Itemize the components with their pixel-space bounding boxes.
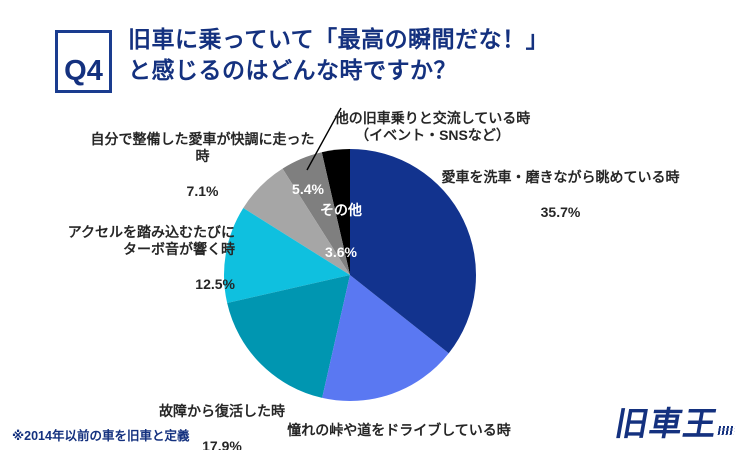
page-title: 旧車に乗っていて「最高の瞬間だな！」 と感じるのはどんな時ですか？ bbox=[128, 26, 550, 83]
slice-value: 7.1% bbox=[186, 183, 219, 199]
pie-slice-3 bbox=[224, 208, 350, 304]
slice-label-washing: 愛車を洗車・磨きながら眺めている時 35.7% bbox=[438, 151, 683, 239]
pie-slice-4 bbox=[243, 168, 350, 275]
slice-value: 17.9% bbox=[202, 437, 242, 450]
definition-footnote: ※2014年以前の車を旧車と定義 bbox=[12, 429, 190, 443]
pie-slice-5 bbox=[282, 152, 350, 275]
leader-line bbox=[306, 107, 342, 171]
slice-label-text: 憧れの峠や道をドライブしている時 bbox=[287, 421, 511, 438]
slice-label-text: 故障から復活した時 bbox=[159, 402, 285, 419]
pie-slice-6 bbox=[321, 148, 350, 275]
pie-slice-2 bbox=[227, 275, 350, 398]
logo-ticks-icon bbox=[717, 426, 736, 435]
slice-label-turbo: アクセルを踏み込むたびに ターボ音が響く時 12.5% bbox=[55, 206, 235, 311]
slice-label-text: 自分で整備した愛車が快調に走った時 bbox=[90, 130, 315, 165]
question-number: Q4 bbox=[64, 55, 103, 87]
brand-logo-text: 旧車王 bbox=[612, 405, 721, 442]
slice-value: 35.7% bbox=[540, 203, 581, 220]
brand-logo: 旧車王 bbox=[612, 397, 740, 445]
slice-label-maintenance: 自分で整備した愛車が快調に走った時 7.1% bbox=[85, 113, 320, 218]
question-number-badge: Q4 bbox=[55, 30, 112, 93]
slice-label-community: 他の旧車乗りと交流している時 （イベント・SNSなど） bbox=[330, 92, 535, 162]
slice-label-repair: 故障から復活した時 17.9% bbox=[137, 385, 307, 450]
slice-value: 3.6% bbox=[325, 244, 357, 260]
slice-value: 12.5% bbox=[195, 276, 235, 292]
slice-value: 5.4% bbox=[292, 180, 324, 197]
pie-slice-1 bbox=[322, 275, 449, 401]
pie-slice-0 bbox=[350, 149, 477, 354]
slice-label-text: アクセルを踏み込むたびに ターボ音が響く時 bbox=[67, 223, 235, 258]
slice-value-community: 5.4% bbox=[285, 163, 331, 216]
slice-label-driving: 憧れの峠や道をドライブしている時 17.9% bbox=[279, 404, 519, 450]
slice-label-text: 愛車を洗車・磨きながら眺めている時 bbox=[441, 168, 680, 185]
slice-label-other: その他 3.6% bbox=[308, 179, 374, 284]
slice-label-text: 他の旧車乗りと交流している時 （イベント・SNSなど） bbox=[334, 109, 531, 144]
slice-label-text: その他 bbox=[320, 202, 362, 218]
